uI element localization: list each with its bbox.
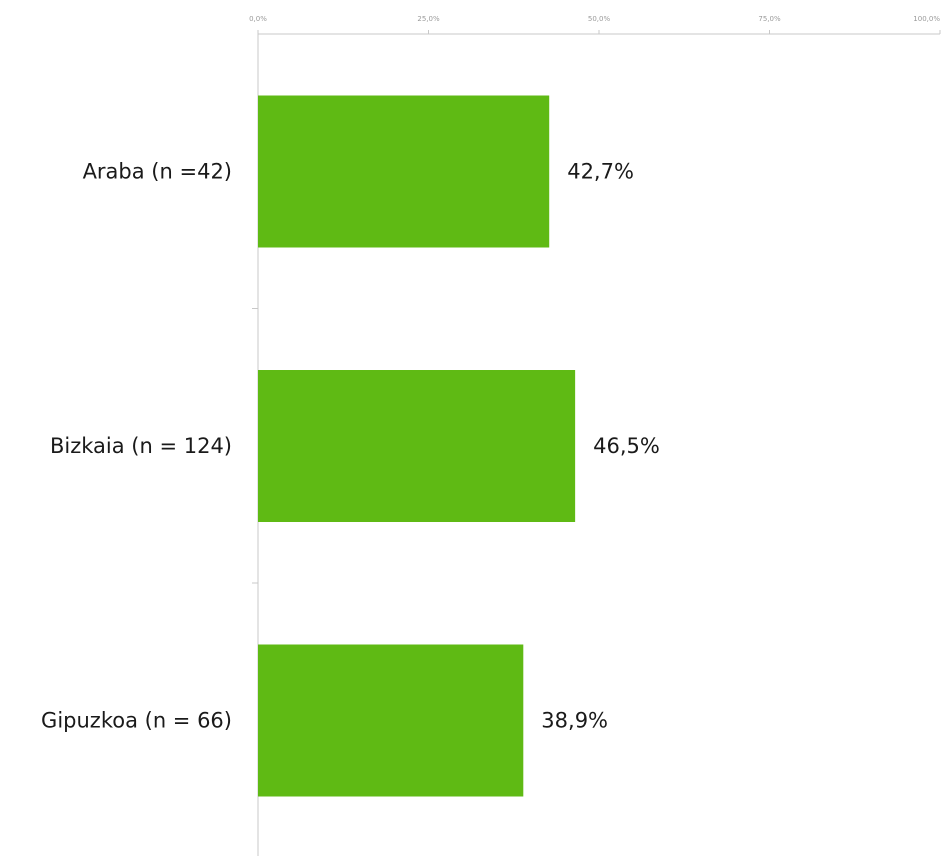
x-tick-group: 0,0% 25,0% 50,0% 75,0% 100,0% — [249, 15, 941, 34]
x-tick-label: 0,0% — [249, 15, 267, 23]
data-label: 42,7% — [567, 160, 634, 184]
data-label-group: 42,7% 46,5% 38,9% — [541, 160, 660, 733]
data-label: 38,9% — [541, 709, 608, 733]
category-label-group: Araba (n =42) Bizkaia (n = 124) Gipuzkoa (… — [41, 160, 232, 733]
bar — [258, 370, 576, 522]
bar-group — [258, 95, 576, 797]
x-tick-label: 100,0% — [913, 15, 940, 23]
x-tick-label: 75,0% — [758, 15, 781, 23]
x-tick-label: 25,0% — [417, 15, 440, 23]
bar — [258, 644, 524, 797]
category-label: Araba (n =42) — [83, 160, 232, 184]
y-tick-group — [252, 308, 258, 584]
data-label: 46,5% — [593, 434, 660, 458]
category-label: Gipuzkoa (n = 66) — [41, 709, 232, 733]
category-label: Bizkaia (n = 124) — [50, 434, 232, 458]
x-tick-label: 50,0% — [588, 15, 611, 23]
bar — [258, 95, 550, 248]
